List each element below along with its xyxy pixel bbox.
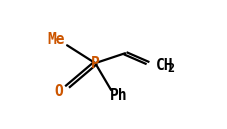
Text: O: O: [55, 84, 64, 99]
Text: CH: CH: [156, 58, 173, 73]
Text: Ph: Ph: [110, 88, 128, 103]
Text: P: P: [91, 56, 100, 71]
Text: 2: 2: [167, 62, 175, 75]
Text: Me: Me: [47, 32, 64, 47]
